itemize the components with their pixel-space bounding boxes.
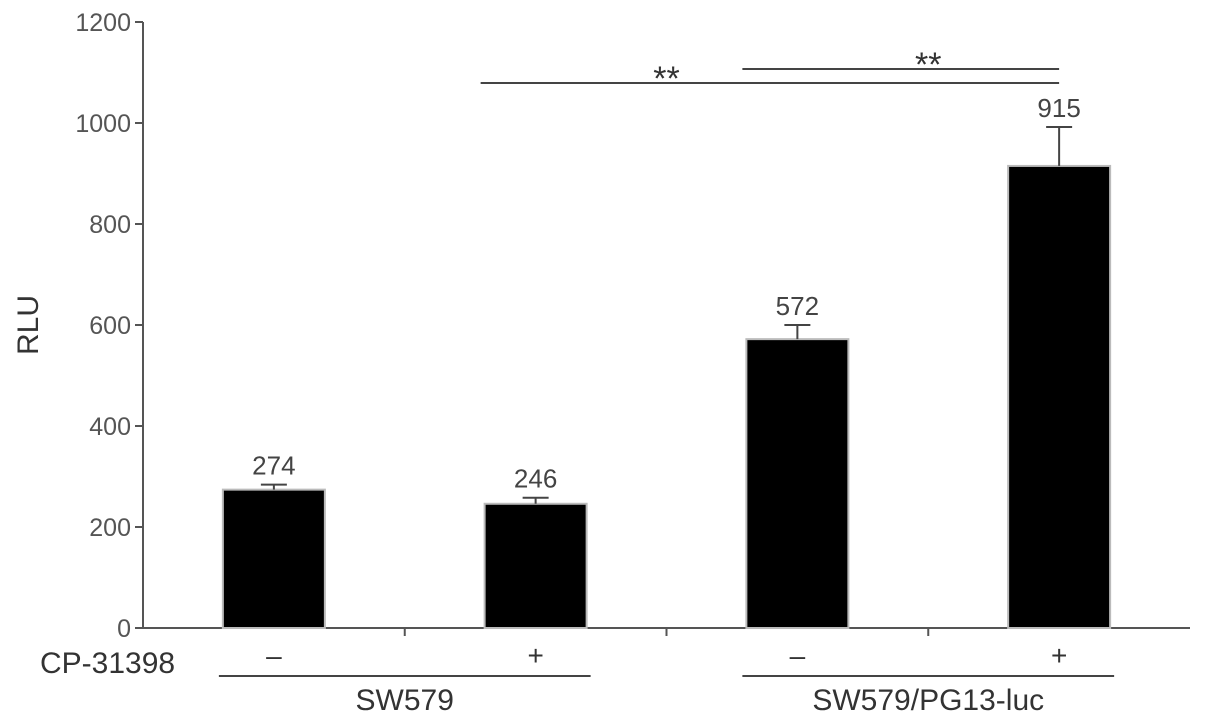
significance-brackets: ** **: [480, 46, 1060, 98]
data-label: 915: [1037, 93, 1080, 123]
bars: [221, 164, 1112, 630]
y-tick-label: 1200: [75, 9, 131, 37]
y-tick-label: 0: [117, 615, 131, 643]
bar: [483, 502, 588, 629]
y-ticks: 0 200 400 600 800 1000 1200: [75, 9, 143, 643]
data-label: 572: [776, 291, 819, 321]
y-tick-label: 400: [89, 413, 131, 441]
data-label: 274: [252, 451, 295, 481]
y-tick-label: 600: [89, 312, 131, 340]
group-label: SW579: [356, 684, 454, 717]
treatment-sign: –: [266, 640, 282, 671]
treatment-sign: –: [790, 640, 806, 671]
error-bars: [260, 126, 1073, 504]
treatment-signs: – + – +: [266, 640, 1067, 671]
treatment-sign: +: [1051, 640, 1067, 671]
bar: [745, 338, 850, 629]
y-tick-label: 1000: [75, 110, 131, 138]
treatment-label: CP-31398: [40, 647, 175, 680]
bar: [221, 488, 326, 629]
data-label: 246: [514, 464, 557, 494]
y-tick-label: 800: [89, 211, 131, 239]
significance-marker: **: [653, 60, 679, 98]
bar: [1007, 164, 1112, 630]
y-axis-label: RLU: [12, 295, 45, 355]
treatment-sign: +: [527, 640, 543, 671]
data-labels: 274 246 572 915: [252, 93, 1081, 494]
group-label: SW579/PG13-luc: [812, 684, 1044, 717]
y-tick-label: 200: [89, 514, 131, 542]
group-labels: SW579 SW579/PG13-luc: [218, 675, 1115, 717]
significance-marker: **: [915, 46, 941, 84]
